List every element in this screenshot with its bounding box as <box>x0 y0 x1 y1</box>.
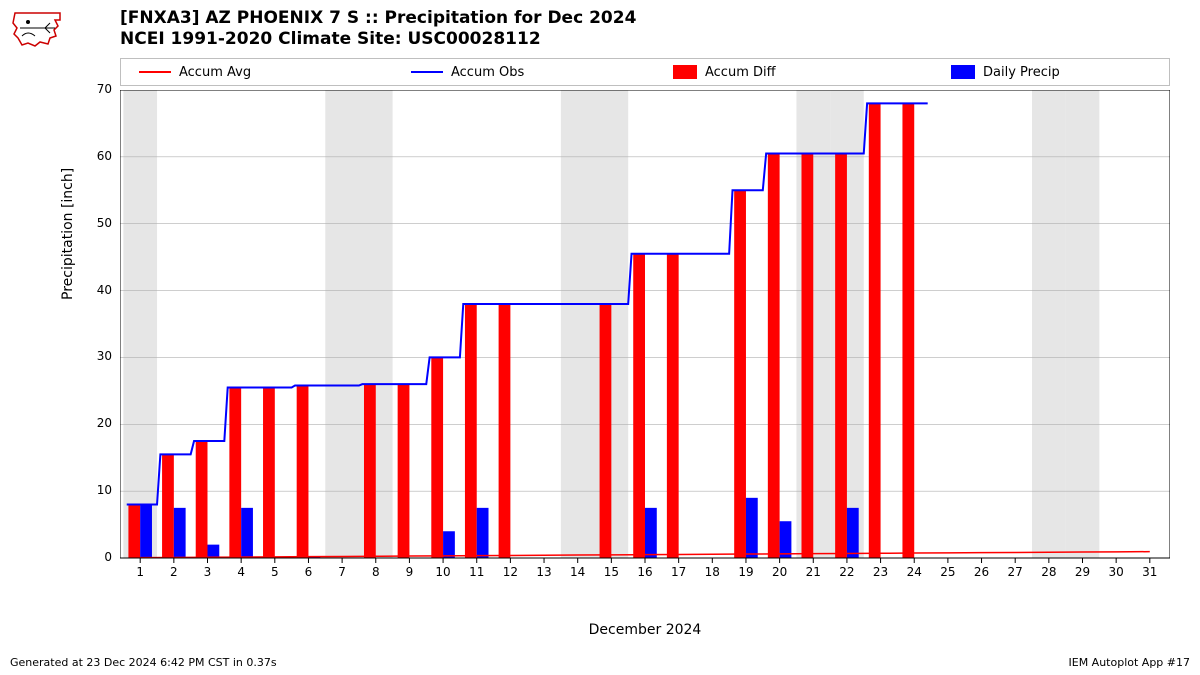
footer-generated: Generated at 23 Dec 2024 6:42 PM CST in … <box>10 656 277 669</box>
legend-item-daily-precip: Daily Precip <box>951 65 1060 80</box>
svg-text:27: 27 <box>1008 565 1023 579</box>
svg-text:26: 26 <box>974 565 989 579</box>
svg-text:15: 15 <box>604 565 619 579</box>
svg-text:2: 2 <box>170 565 178 579</box>
legend-swatch <box>139 71 171 73</box>
title-line-1: [FNXA3] AZ PHOENIX 7 S :: Precipitation … <box>120 8 636 29</box>
y-tick-label: 40 <box>82 283 112 297</box>
svg-text:17: 17 <box>671 565 686 579</box>
svg-text:11: 11 <box>469 565 484 579</box>
y-tick-label: 10 <box>82 483 112 497</box>
y-tick-label: 20 <box>82 416 112 430</box>
legend-label: Daily Precip <box>983 65 1060 80</box>
legend-item-accum-avg: Accum Avg <box>139 65 251 80</box>
svg-text:9: 9 <box>406 565 414 579</box>
y-tick-label: 70 <box>82 82 112 96</box>
y-tick-label: 30 <box>82 349 112 363</box>
svg-text:25: 25 <box>940 565 955 579</box>
legend-label: Accum Avg <box>179 65 251 80</box>
svg-text:12: 12 <box>503 565 518 579</box>
legend-swatch <box>951 65 975 79</box>
legend-item-accum-diff: Accum Diff <box>673 65 776 80</box>
plot-svg: 1234567891011121314151617181920212223242… <box>120 90 1170 598</box>
x-axis-label: December 2024 <box>120 622 1170 638</box>
svg-text:20: 20 <box>772 565 787 579</box>
svg-text:3: 3 <box>204 565 212 579</box>
svg-text:4: 4 <box>237 565 245 579</box>
y-axis-label: Precipitation [inch] <box>60 168 76 300</box>
legend-swatch <box>673 65 697 79</box>
footer-app: IEM Autoplot App #17 <box>1069 656 1191 669</box>
svg-text:13: 13 <box>536 565 551 579</box>
svg-text:28: 28 <box>1041 565 1056 579</box>
svg-text:8: 8 <box>372 565 380 579</box>
svg-text:5: 5 <box>271 565 279 579</box>
chart-area: Accum Avg Accum Obs Accum Diff Daily Pre… <box>120 58 1170 598</box>
svg-text:18: 18 <box>705 565 720 579</box>
legend-label: Accum Diff <box>705 65 776 80</box>
legend-item-accum-obs: Accum Obs <box>411 65 524 80</box>
chart-title: [FNXA3] AZ PHOENIX 7 S :: Precipitation … <box>120 8 636 51</box>
title-line-2: NCEI 1991-2020 Climate Site: USC00028112 <box>120 29 636 50</box>
iem-logo <box>10 8 65 48</box>
svg-text:30: 30 <box>1109 565 1124 579</box>
svg-text:16: 16 <box>637 565 652 579</box>
y-tick-label: 60 <box>82 149 112 163</box>
svg-text:7: 7 <box>338 565 346 579</box>
svg-text:29: 29 <box>1075 565 1090 579</box>
svg-text:31: 31 <box>1142 565 1157 579</box>
y-tick-label: 0 <box>82 550 112 564</box>
svg-text:22: 22 <box>839 565 854 579</box>
y-tick-label: 50 <box>82 216 112 230</box>
svg-text:14: 14 <box>570 565 585 579</box>
svg-text:24: 24 <box>907 565 922 579</box>
legend-swatch <box>411 71 443 73</box>
svg-text:21: 21 <box>806 565 821 579</box>
svg-text:23: 23 <box>873 565 888 579</box>
svg-text:19: 19 <box>738 565 753 579</box>
legend-label: Accum Obs <box>451 65 524 80</box>
svg-text:10: 10 <box>435 565 450 579</box>
legend: Accum Avg Accum Obs Accum Diff Daily Pre… <box>120 58 1170 86</box>
svg-text:6: 6 <box>305 565 313 579</box>
svg-text:1: 1 <box>136 565 144 579</box>
